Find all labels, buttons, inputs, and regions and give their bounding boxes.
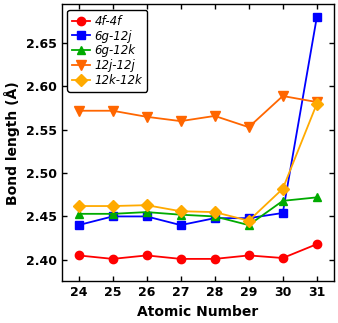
6g-12k xyxy=(111,212,115,216)
6g-12j xyxy=(111,214,115,218)
6g-12k xyxy=(179,213,183,217)
6g-12k xyxy=(281,199,285,203)
12j-12j xyxy=(281,94,285,98)
12j-12j xyxy=(179,119,183,123)
4f-4f xyxy=(315,242,319,246)
12k-12k xyxy=(315,102,319,106)
12j-12j xyxy=(213,114,217,118)
6g-12j xyxy=(77,223,81,227)
6g-12k xyxy=(315,195,319,199)
12k-12k xyxy=(247,219,251,223)
4f-4f xyxy=(145,254,149,257)
6g-12j xyxy=(247,216,251,220)
6g-12j xyxy=(213,216,217,220)
6g-12j xyxy=(315,15,319,19)
12k-12k xyxy=(111,204,115,208)
6g-12j xyxy=(281,211,285,215)
4f-4f xyxy=(77,254,81,257)
6g-12j xyxy=(145,214,149,218)
Y-axis label: Bond length (Å): Bond length (Å) xyxy=(4,81,20,205)
6g-12k xyxy=(247,223,251,227)
12j-12j xyxy=(111,109,115,113)
4f-4f xyxy=(247,254,251,257)
4f-4f xyxy=(111,257,115,261)
12k-12k xyxy=(145,203,149,207)
Line: 6g-12j: 6g-12j xyxy=(74,13,321,229)
6g-12k xyxy=(77,212,81,216)
6g-12k xyxy=(213,214,217,218)
12j-12j xyxy=(77,109,81,113)
12k-12k xyxy=(213,210,217,214)
6g-12j xyxy=(179,223,183,227)
Line: 12k-12k: 12k-12k xyxy=(74,99,321,225)
Legend: 4f-4f, 6g-12j, 6g-12k, 12j-12j, 12k-12k: 4f-4f, 6g-12j, 6g-12k, 12j-12j, 12k-12k xyxy=(68,10,147,92)
6g-12k xyxy=(145,210,149,214)
X-axis label: Atomic Number: Atomic Number xyxy=(137,305,258,319)
12k-12k xyxy=(281,187,285,191)
12k-12k xyxy=(77,204,81,208)
12j-12j xyxy=(247,125,251,129)
12j-12j xyxy=(315,100,319,104)
Line: 6g-12k: 6g-12k xyxy=(74,193,321,229)
12j-12j xyxy=(145,115,149,119)
4f-4f xyxy=(213,257,217,261)
Line: 12j-12j: 12j-12j xyxy=(74,91,322,132)
12k-12k xyxy=(179,209,183,213)
4f-4f xyxy=(179,257,183,261)
4f-4f xyxy=(281,256,285,260)
Line: 4f-4f: 4f-4f xyxy=(74,240,321,263)
